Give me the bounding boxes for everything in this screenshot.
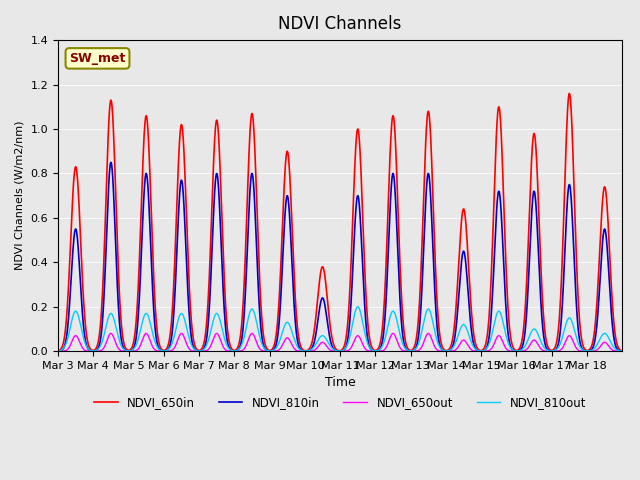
NDVI_810in xyxy=(156,346,163,352)
Text: SW_met: SW_met xyxy=(69,52,125,65)
Line: NDVI_650out: NDVI_650out xyxy=(58,334,622,351)
NDVI_810out xyxy=(155,346,163,352)
NDVI_810in xyxy=(444,348,451,354)
NDVI_650in xyxy=(618,348,626,354)
NDVI_810out xyxy=(354,304,362,310)
NDVI_650in xyxy=(54,348,62,354)
NDVI_650in xyxy=(155,340,163,346)
NDVI_650out xyxy=(582,348,590,354)
Line: NDVI_810out: NDVI_810out xyxy=(58,307,622,351)
NDVI_650out xyxy=(65,345,72,351)
NDVI_650out xyxy=(444,348,451,354)
NDVI_650out xyxy=(156,348,163,354)
NDVI_650in xyxy=(309,335,317,340)
NDVI_810out xyxy=(444,348,451,354)
NDVI_810in xyxy=(107,159,115,165)
NDVI_810out xyxy=(54,348,62,354)
NDVI_810out xyxy=(582,348,590,354)
NDVI_810in xyxy=(343,340,351,346)
NDVI_650in xyxy=(582,348,590,353)
Legend: NDVI_650in, NDVI_810in, NDVI_650out, NDVI_810out: NDVI_650in, NDVI_810in, NDVI_650out, NDV… xyxy=(90,391,591,414)
Line: NDVI_810in: NDVI_810in xyxy=(58,162,622,351)
Y-axis label: NDVI Channels (W/m2/nm): NDVI Channels (W/m2/nm) xyxy=(15,121,25,270)
NDVI_650out xyxy=(107,331,115,336)
NDVI_650in xyxy=(343,331,351,336)
NDVI_650out xyxy=(343,348,351,354)
NDVI_810in xyxy=(310,342,317,348)
X-axis label: Time: Time xyxy=(324,376,355,389)
NDVI_650out xyxy=(310,348,317,353)
NDVI_650in xyxy=(443,348,451,353)
NDVI_810in xyxy=(54,348,62,354)
Title: NDVI Channels: NDVI Channels xyxy=(278,15,402,33)
NDVI_650out xyxy=(54,348,62,354)
NDVI_810in xyxy=(618,348,626,354)
NDVI_810in xyxy=(65,314,72,320)
NDVI_650out xyxy=(618,348,626,354)
NDVI_810out xyxy=(343,343,351,349)
NDVI_810out xyxy=(309,345,317,351)
NDVI_650in xyxy=(65,282,72,288)
NDVI_810out xyxy=(618,348,626,354)
NDVI_810in xyxy=(582,348,590,354)
NDVI_650in xyxy=(566,91,573,96)
NDVI_810out xyxy=(65,332,72,337)
Line: NDVI_650in: NDVI_650in xyxy=(58,94,622,351)
